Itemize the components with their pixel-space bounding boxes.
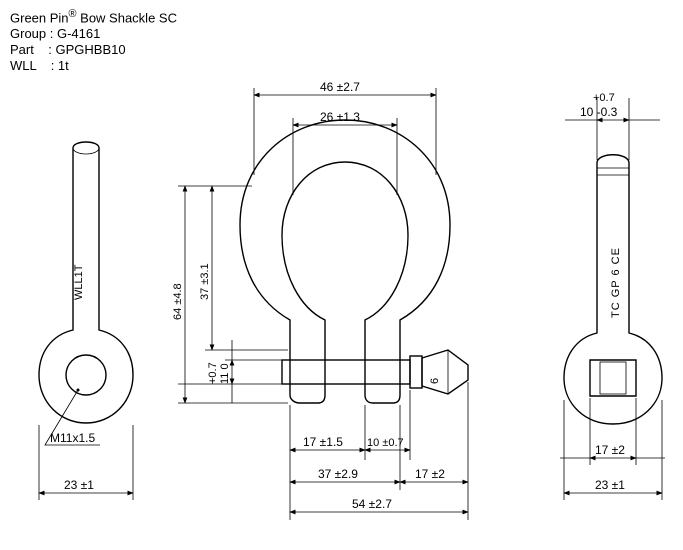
dim-left-23: 23 ±1 — [64, 478, 94, 492]
dim-side-23: 23 ±1 — [595, 478, 625, 492]
right-view: TC GP 6 CE +0.7 10 -0.3 17 ±2 23 ±1 — [560, 92, 665, 500]
dim-top-inner: 26 ±1.3 — [320, 110, 360, 124]
thread-callout: M11x1.5 — [50, 431, 95, 445]
drawing-canvas: WLL1T M11x1.5 23 ±1 6 46 ±2.7 — [0, 0, 683, 550]
dim-b-54: 54 ±2.7 — [352, 497, 392, 511]
dim-side-17: 17 ±2 — [595, 443, 625, 457]
dim-b-17-2: 17 ±2 — [415, 467, 445, 481]
dim-pin-dia: 11 0 — [219, 363, 231, 384]
dim-pin-tol-value: 10 -0.3 — [580, 105, 618, 119]
dim-top-outer: 46 ±2.7 — [320, 80, 360, 94]
dim-pin-dia-tol: +0.7 — [207, 362, 219, 384]
left-body-marking: WLL1T — [73, 264, 85, 300]
dim-b-10-07: 10 ±0.7 — [367, 437, 404, 449]
right-body-marking: TC GP 6 CE — [610, 247, 622, 318]
dim-b-17-15: 17 ±1.5 — [303, 435, 343, 449]
pin-mark: 6 — [429, 378, 441, 384]
dim-pin-tol-upper: +0.7 — [593, 92, 615, 104]
dim-h-inside: 37 ±3.1 — [199, 263, 211, 300]
dim-b-37-29: 37 ±2.9 — [318, 467, 358, 481]
dim-h-total: 64 ±4.8 — [172, 283, 184, 320]
center-view: 6 46 ±2.7 26 ±1.3 64 ±4.8 37 ±3.1 11 0 +… — [172, 80, 468, 520]
left-view: WLL1T M11x1.5 23 ±1 — [39, 142, 133, 500]
